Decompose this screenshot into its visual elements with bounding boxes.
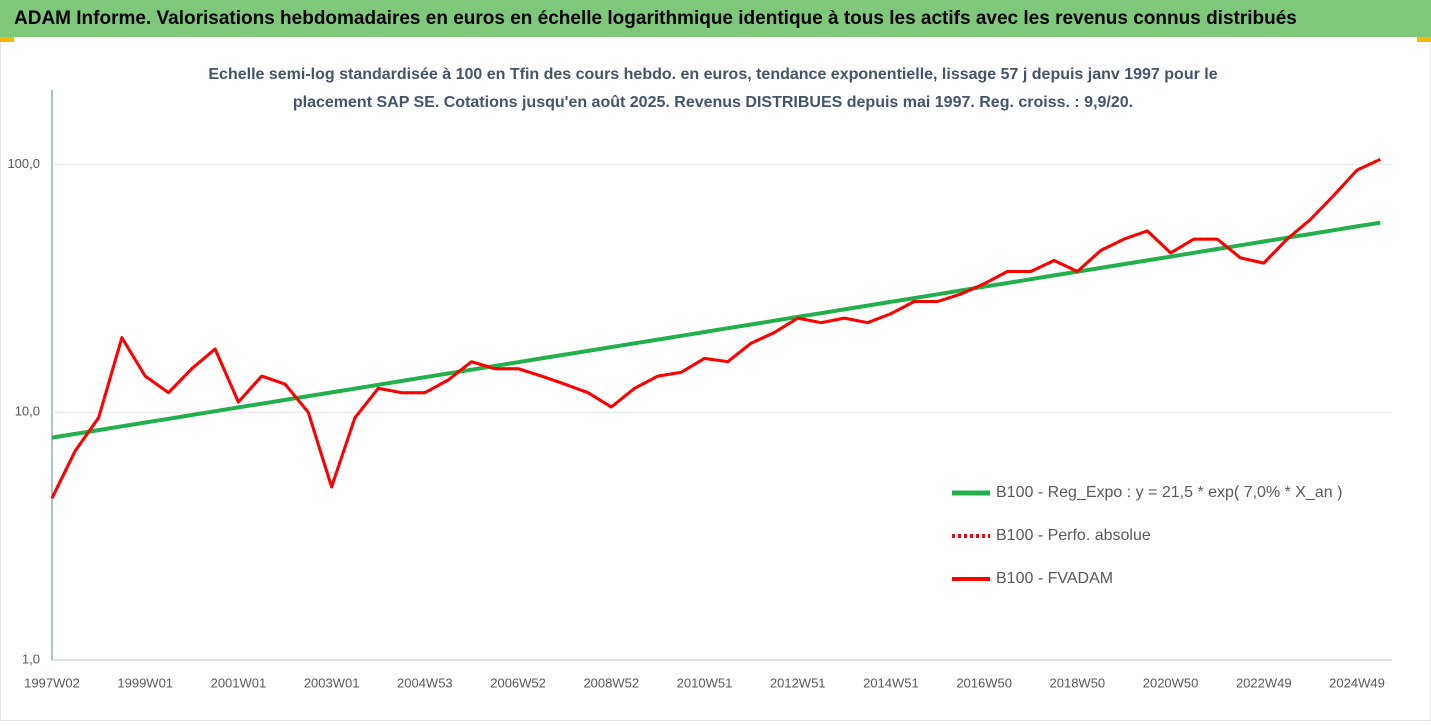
x-tick-label: 2016W50 bbox=[956, 675, 1012, 690]
series-line bbox=[51, 220, 1381, 440]
corner-mark bbox=[1417, 37, 1431, 42]
x-tick-label: 2006W52 bbox=[490, 675, 546, 690]
x-tick-label: 2022W49 bbox=[1236, 675, 1292, 690]
x-tick-label: 2010W51 bbox=[677, 675, 733, 690]
legend-label: B100 - Reg_Expo : y = 21,5 * exp( 7,0% *… bbox=[996, 484, 1342, 501]
x-tick-label: 2003W01 bbox=[304, 675, 360, 690]
x-tick-label: 1997W02 bbox=[24, 675, 80, 690]
x-tick-label: 2014W51 bbox=[863, 675, 919, 690]
x-tick-label: 2024W49 bbox=[1329, 675, 1385, 690]
y-tick-label: 100,0 bbox=[7, 156, 40, 171]
x-tick-label: 2001W01 bbox=[211, 675, 267, 690]
legend-label: B100 - Perfo. absolue bbox=[996, 527, 1151, 544]
corner-mark bbox=[0, 37, 14, 42]
chart-subtitle: Echelle semi-log standardisée à 100 en T… bbox=[208, 66, 1217, 83]
x-tick-label: 2004W53 bbox=[397, 675, 453, 690]
x-tick-label: 1999W01 bbox=[117, 675, 173, 690]
y-tick-label: 1,0 bbox=[22, 651, 40, 666]
x-tick-label: 2008W52 bbox=[583, 675, 639, 690]
y-tick-label: 10,0 bbox=[15, 404, 40, 419]
series-line bbox=[50, 157, 1381, 499]
legend-label: B100 - FVADAM bbox=[996, 570, 1113, 587]
x-tick-label: 2020W50 bbox=[1143, 675, 1199, 690]
chart-title: ADAM Informe. Valorisations hebdomadaire… bbox=[14, 8, 1297, 29]
x-tick-label: 2018W50 bbox=[1050, 675, 1106, 690]
x-tick-label: 2012W51 bbox=[770, 675, 826, 690]
chart-subtitle: placement SAP SE. Cotations jusqu'en aoû… bbox=[293, 94, 1133, 111]
title-banner bbox=[0, 0, 1431, 37]
